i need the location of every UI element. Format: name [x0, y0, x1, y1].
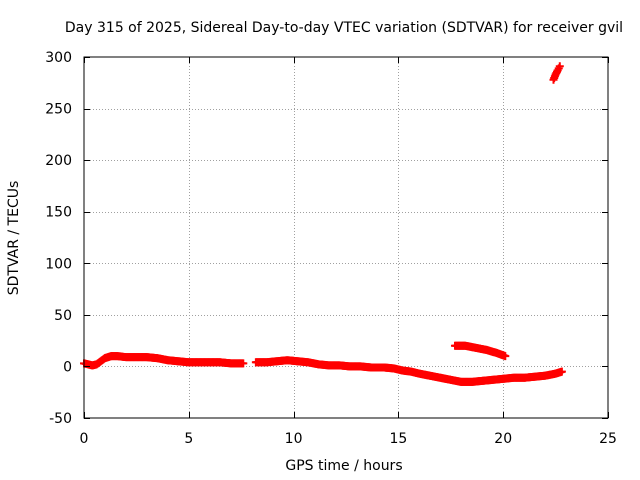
data-point: [557, 367, 566, 376]
x-tick-label: 20: [494, 431, 512, 447]
series-group: [549, 62, 564, 84]
series-group: [251, 356, 566, 386]
y-tick-label: 250: [45, 102, 72, 118]
y-axis-label: SDTVAR / TECUs: [6, 181, 22, 296]
data-point: [501, 352, 510, 361]
data-series: [80, 62, 566, 386]
y-tick-label: 50: [54, 308, 72, 324]
data-point: [239, 359, 248, 368]
plot-frame: [83, 56, 609, 419]
y-tick-label: 150: [45, 205, 72, 221]
y-tick-label: 100: [45, 256, 72, 272]
x-axis-label: GPS time / hours: [285, 458, 402, 474]
series-group: [450, 341, 510, 361]
x-tick-label: 0: [80, 431, 89, 447]
x-tick-label: 25: [599, 431, 617, 447]
y-tick-label: 200: [45, 153, 72, 169]
x-tick-label: 10: [285, 431, 303, 447]
series-group: [80, 352, 248, 370]
x-tick-label: 5: [184, 431, 193, 447]
y-tick-label: 300: [45, 50, 72, 66]
chart-title: Day 315 of 2025, Sidereal Day-to-day VTE…: [65, 20, 623, 36]
x-tick-label: 15: [389, 431, 407, 447]
y-tick-label: -50: [49, 411, 72, 427]
data-point: [555, 62, 564, 71]
axis-ticks: 0 5 10 15 20 25 -50 0 50 100 150 200 250 300: [45, 50, 617, 447]
y-tick-label: 0: [63, 359, 72, 375]
